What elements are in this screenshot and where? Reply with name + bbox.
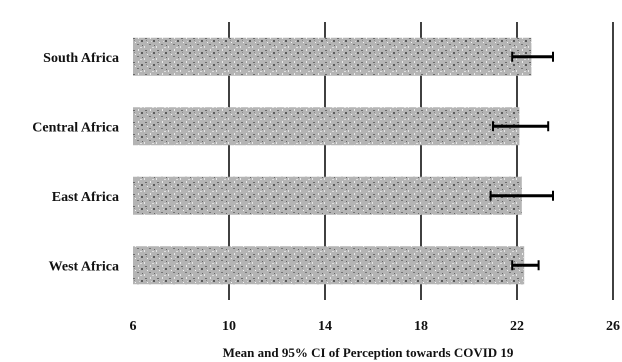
x-tick-labels: 6 10 14 18 22 26	[130, 319, 621, 334]
x-tick-label: 26	[606, 319, 620, 334]
x-tick-label: 14	[318, 319, 332, 334]
x-tick-label: 18	[414, 319, 428, 334]
x-axis-title: Mean and 95% CI of Perception towards CO…	[223, 345, 514, 360]
x-tick-label: 6	[130, 319, 137, 334]
error-bar	[492, 121, 550, 132]
category-label: South Africa	[43, 51, 119, 66]
error-bar	[489, 190, 554, 201]
bar	[133, 246, 525, 285]
category-label: Central Africa	[32, 120, 119, 135]
category-label: West Africa	[49, 259, 119, 274]
bar	[133, 176, 522, 215]
category-labels: South Africa Central Africa East Africa Wes…	[32, 51, 119, 275]
bars	[133, 37, 532, 285]
error-bar	[511, 51, 554, 62]
error-bar	[511, 260, 540, 271]
bar	[133, 107, 520, 146]
x-tick-label: 22	[510, 319, 524, 334]
bar	[133, 37, 532, 76]
category-label: East Africa	[52, 190, 119, 205]
x-tick-label: 10	[222, 319, 236, 334]
error-bars	[489, 51, 554, 271]
